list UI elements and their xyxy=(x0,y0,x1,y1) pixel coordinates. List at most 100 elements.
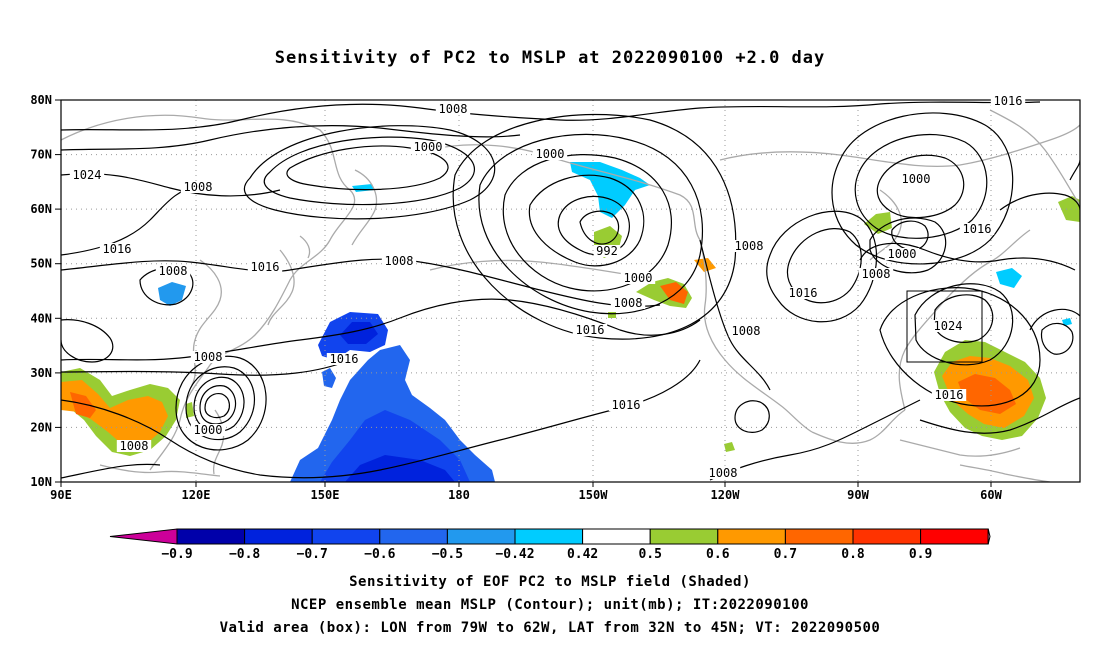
contour-label: 1008 xyxy=(614,296,643,310)
colorbar-label: 0.7 xyxy=(774,547,797,562)
colorbar-box xyxy=(446,528,516,545)
negative-sensitivity-small-e xyxy=(1062,318,1072,326)
colorbar-label: −0.5 xyxy=(432,547,463,562)
colorbar-max-triangle xyxy=(987,528,991,545)
coastline-philippines xyxy=(212,409,225,475)
positive-sensitivity-small-d xyxy=(724,442,735,452)
contour-label: 1000 xyxy=(624,271,653,285)
page-title: Sensitivity of PC2 to MSLP at 2022090100… xyxy=(274,48,826,68)
contour-label-background xyxy=(608,399,644,411)
contour-label-background xyxy=(532,148,568,160)
contour-label-background xyxy=(610,297,646,309)
contour-label: 1000 xyxy=(414,140,443,154)
colorbar-box xyxy=(717,528,786,545)
contour-label-background xyxy=(572,324,608,336)
contour-label: 992 xyxy=(596,244,618,258)
lon-tick-label: 60W xyxy=(980,488,1002,502)
lon-tick-label: 90W xyxy=(847,488,869,502)
contour-label: 1000 xyxy=(888,247,917,261)
contour-label: 1016 xyxy=(251,260,280,274)
colorbar-boxes xyxy=(109,528,991,545)
coastline-caribbean xyxy=(899,439,1021,457)
contour-label: 1008 xyxy=(732,324,761,338)
colorbar-box xyxy=(311,528,381,545)
contour-label: 1016 xyxy=(963,222,992,236)
colorbar-box xyxy=(920,528,989,545)
colorbar-box xyxy=(582,528,651,545)
contour-label: 1008 xyxy=(439,102,468,116)
lat-tick-label: 70N xyxy=(30,148,52,162)
lat-tick-label: 20N xyxy=(30,420,52,434)
colorbar-label: −0.7 xyxy=(297,547,328,562)
negative-sensitivity-small-c xyxy=(158,282,186,306)
colorbar-box xyxy=(379,528,448,545)
colorbar-label: −0.6 xyxy=(364,547,395,562)
coastline-hudson xyxy=(869,189,902,261)
contour-label: 1008 xyxy=(862,267,891,281)
contour-label: 1008 xyxy=(709,466,738,480)
negative-sensitivity-core xyxy=(320,410,470,482)
colorbar-box xyxy=(852,528,922,545)
positive-sensitivity-small-a xyxy=(864,212,892,234)
colorbar-labels: −0.9 −0.8 −0.7 −0.6 −0.5 −0.42 0.42 0.5 0.6 0.7 0.… xyxy=(161,547,932,562)
coastline-layer xyxy=(61,109,1080,482)
contour-label: 1008 xyxy=(184,180,213,194)
contour-label-background xyxy=(69,169,105,181)
coastline-greenland xyxy=(989,109,1080,206)
contour-label-background xyxy=(410,141,446,153)
colorbar-box xyxy=(649,528,719,545)
latitude-ticks: 80N 70N 60N 50N 40N 30N 20N 10N xyxy=(30,93,61,489)
lat-tick-label: 80N xyxy=(30,93,52,107)
caption-line-3: Valid area (box): LON from 79W to 62W, L… xyxy=(219,620,881,636)
positive-sensitivity-pacific-ne-core xyxy=(660,282,688,304)
colorbar-label: 0.8 xyxy=(841,547,865,562)
contour-label: 1016 xyxy=(576,323,605,337)
colorbar-label: −0.42 xyxy=(495,547,534,562)
contour-label-background xyxy=(435,103,471,115)
colorbar-box xyxy=(514,528,584,545)
colorbar-label: 0.9 xyxy=(909,547,932,562)
contour-label-background xyxy=(155,265,191,277)
lon-tick-label: 90E xyxy=(50,488,72,502)
positive-sensitivity-small-b xyxy=(1058,196,1080,222)
contour-label-background xyxy=(931,389,967,401)
contour-label: 1016 xyxy=(330,352,359,366)
colorbar-label: 0.5 xyxy=(638,547,661,562)
contour-label-background xyxy=(728,325,764,337)
colorbar-label: −0.9 xyxy=(161,547,192,562)
coastline-canada xyxy=(719,124,1080,167)
lon-tick-label: 150W xyxy=(579,488,609,502)
contour-label: 1024 xyxy=(934,319,963,333)
contour-label: 1008 xyxy=(120,439,149,453)
lat-tick-label: 60N xyxy=(30,202,52,216)
contour-label: 1008 xyxy=(385,254,414,268)
contour-label: 1024 xyxy=(73,168,102,182)
contour-label: 1000 xyxy=(902,172,931,186)
caption-line-2: NCEP ensemble mean MSLP (Contour); unit(… xyxy=(291,597,809,613)
colorbar-label: 0.42 xyxy=(567,547,598,562)
contour-label-background xyxy=(785,287,821,299)
contour-label-background xyxy=(620,272,656,284)
lat-tick-label: 30N xyxy=(30,366,52,380)
negative-sensitivity-deep xyxy=(345,455,455,482)
contour-label-background xyxy=(898,173,934,185)
caption-line-1: Sensitivity of EOF PC2 to MSLP field (Sh… xyxy=(349,574,751,590)
contour-label: 1016 xyxy=(789,286,818,300)
lon-tick-label: 120W xyxy=(711,488,741,502)
contour-label-background xyxy=(116,440,152,452)
contour-label-background xyxy=(593,245,621,257)
contour-label-background xyxy=(990,95,1026,107)
colorbar-box xyxy=(784,528,854,545)
contour-label-background xyxy=(190,424,226,436)
negative-sensitivity-gulf-alaska xyxy=(570,162,650,218)
plot-frame xyxy=(60,99,1081,483)
contour-label-background xyxy=(884,248,920,260)
contour-label-background xyxy=(99,243,135,255)
contour-label: 1008 xyxy=(194,350,223,364)
negative-sensitivity-small-a xyxy=(322,368,336,388)
colorbar-box xyxy=(244,528,313,545)
negative-sensitivity-north-core xyxy=(340,322,378,344)
contour-label-background xyxy=(959,223,995,235)
